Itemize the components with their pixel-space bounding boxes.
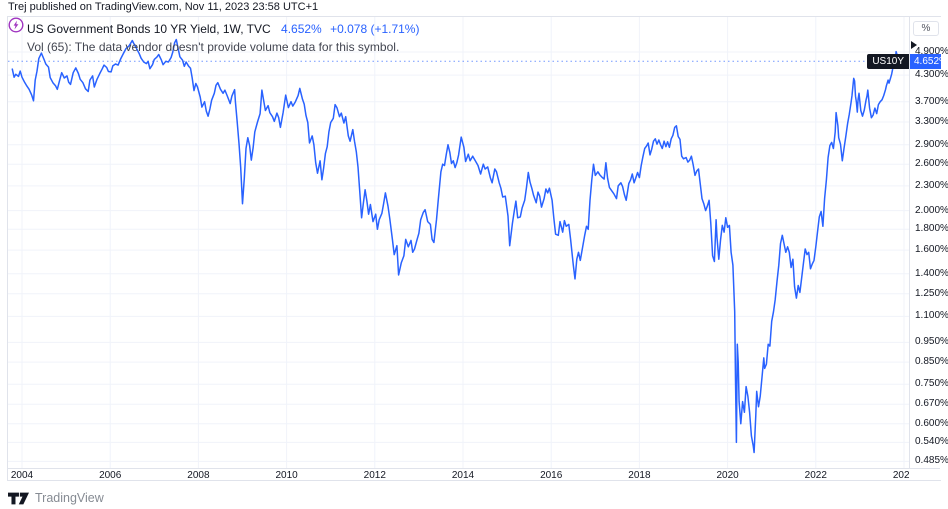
time-tick: 2006 [99, 470, 122, 481]
time-axis[interactable]: 2004 2006 2008 2010 2012 2014 2016 2018 2020 2022… [8, 468, 940, 481]
time-tick: 2010 [275, 470, 298, 481]
price-tick: 0.485% [915, 455, 948, 467]
last-price-symbol-flag: US10Y [867, 53, 909, 69]
chart-plot-area[interactable]: US Government Bonds 10 YR Yield, 1W, TVC… [8, 17, 909, 468]
price-tick: 2.900% [915, 138, 948, 150]
price-tick: 0.600% [915, 417, 948, 429]
time-tick: 2012 [363, 470, 386, 481]
price-line-chart [8, 17, 909, 468]
price-change: +0.078 (+1.71%) [330, 22, 420, 36]
price-tick: 2.000% [915, 204, 948, 216]
flash-boost-icon[interactable] [8, 17, 24, 33]
time-tick: 2004 [10, 470, 34, 481]
published-caption: Trej published on TradingView.com, Nov 1… [8, 1, 319, 13]
price-tick: 3.700% [915, 95, 948, 107]
percent-scale-button[interactable]: % [913, 21, 939, 36]
tradingview-wordmark: TradingView [35, 491, 104, 505]
yield-line-series [11, 38, 900, 454]
time-tick: 2024 [892, 470, 909, 481]
price-tick: 0.850% [915, 356, 948, 368]
legend-symbol-row[interactable]: US Government Bonds 10 YR Yield, 1W, TVC… [27, 22, 419, 36]
tradingview-mark-icon [8, 492, 29, 504]
time-tick: 2014 [451, 470, 475, 481]
time-tick: 2020 [716, 470, 739, 481]
price-marker-arrow [911, 41, 917, 49]
price-tick: 1.400% [915, 267, 948, 279]
time-tick: 2018 [628, 470, 651, 481]
price-tick: 4.300% [915, 69, 948, 81]
price-tick: 0.950% [915, 336, 948, 348]
time-tick: 2008 [187, 470, 210, 481]
price-tick: 0.670% [915, 398, 948, 410]
time-tick-labels: 2004 2006 2008 2010 2012 2014 2016 2018 2020 2022… [8, 469, 909, 481]
tradingview-logo[interactable]: TradingView [8, 491, 104, 505]
tradingview-chart-widget: US Government Bonds 10 YR Yield, 1W, TVC… [7, 16, 948, 481]
price-tick: 1.800% [915, 223, 948, 235]
time-tick: 2016 [540, 470, 563, 481]
volume-study-row[interactable]: Vol (65): The data vendor doesn't provid… [27, 40, 400, 54]
price-tick: 1.100% [915, 310, 948, 322]
last-price-value: 4.652% [281, 22, 322, 36]
chart-legend: US Government Bonds 10 YR Yield, 1W, TVC… [27, 22, 419, 54]
time-tick: 2022 [804, 470, 827, 481]
price-tick: 2.300% [915, 179, 948, 191]
price-axis[interactable]: % 4.900% 4.300% 3.700% 3.300% 2.900% 2.600% 2.… [909, 17, 948, 480]
price-tick: 0.750% [915, 378, 948, 390]
price-tick: 4.900% [915, 46, 948, 57]
last-price-label: 4.652% [910, 53, 948, 69]
price-tick: 1.600% [915, 244, 948, 256]
price-tick: 2.600% [915, 158, 948, 170]
price-tick: 3.300% [915, 116, 948, 127]
price-tick: 0.540% [915, 436, 948, 448]
price-tick: 1.250% [915, 287, 948, 299]
symbol-title[interactable]: US Government Bonds 10 YR Yield, 1W, TVC [27, 22, 271, 36]
grid-lines [8, 17, 909, 468]
